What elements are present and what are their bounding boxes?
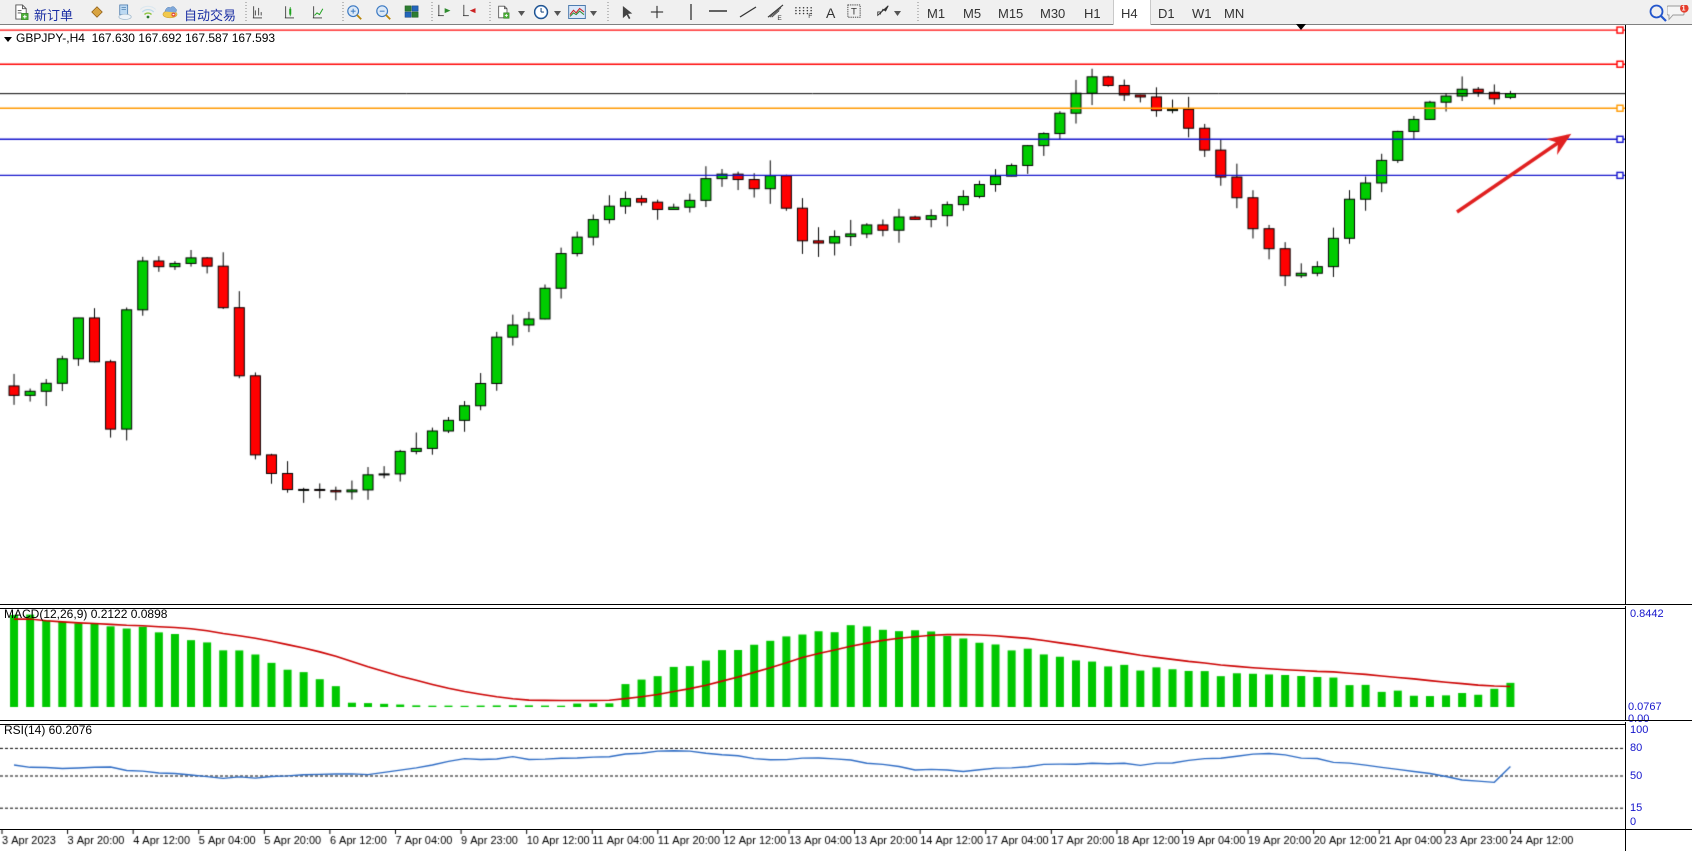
svg-text:T: T bbox=[851, 7, 857, 18]
svg-text:1: 1 bbox=[1682, 6, 1686, 13]
svg-text:F: F bbox=[808, 13, 812, 19]
svg-text:E: E bbox=[777, 15, 782, 20]
